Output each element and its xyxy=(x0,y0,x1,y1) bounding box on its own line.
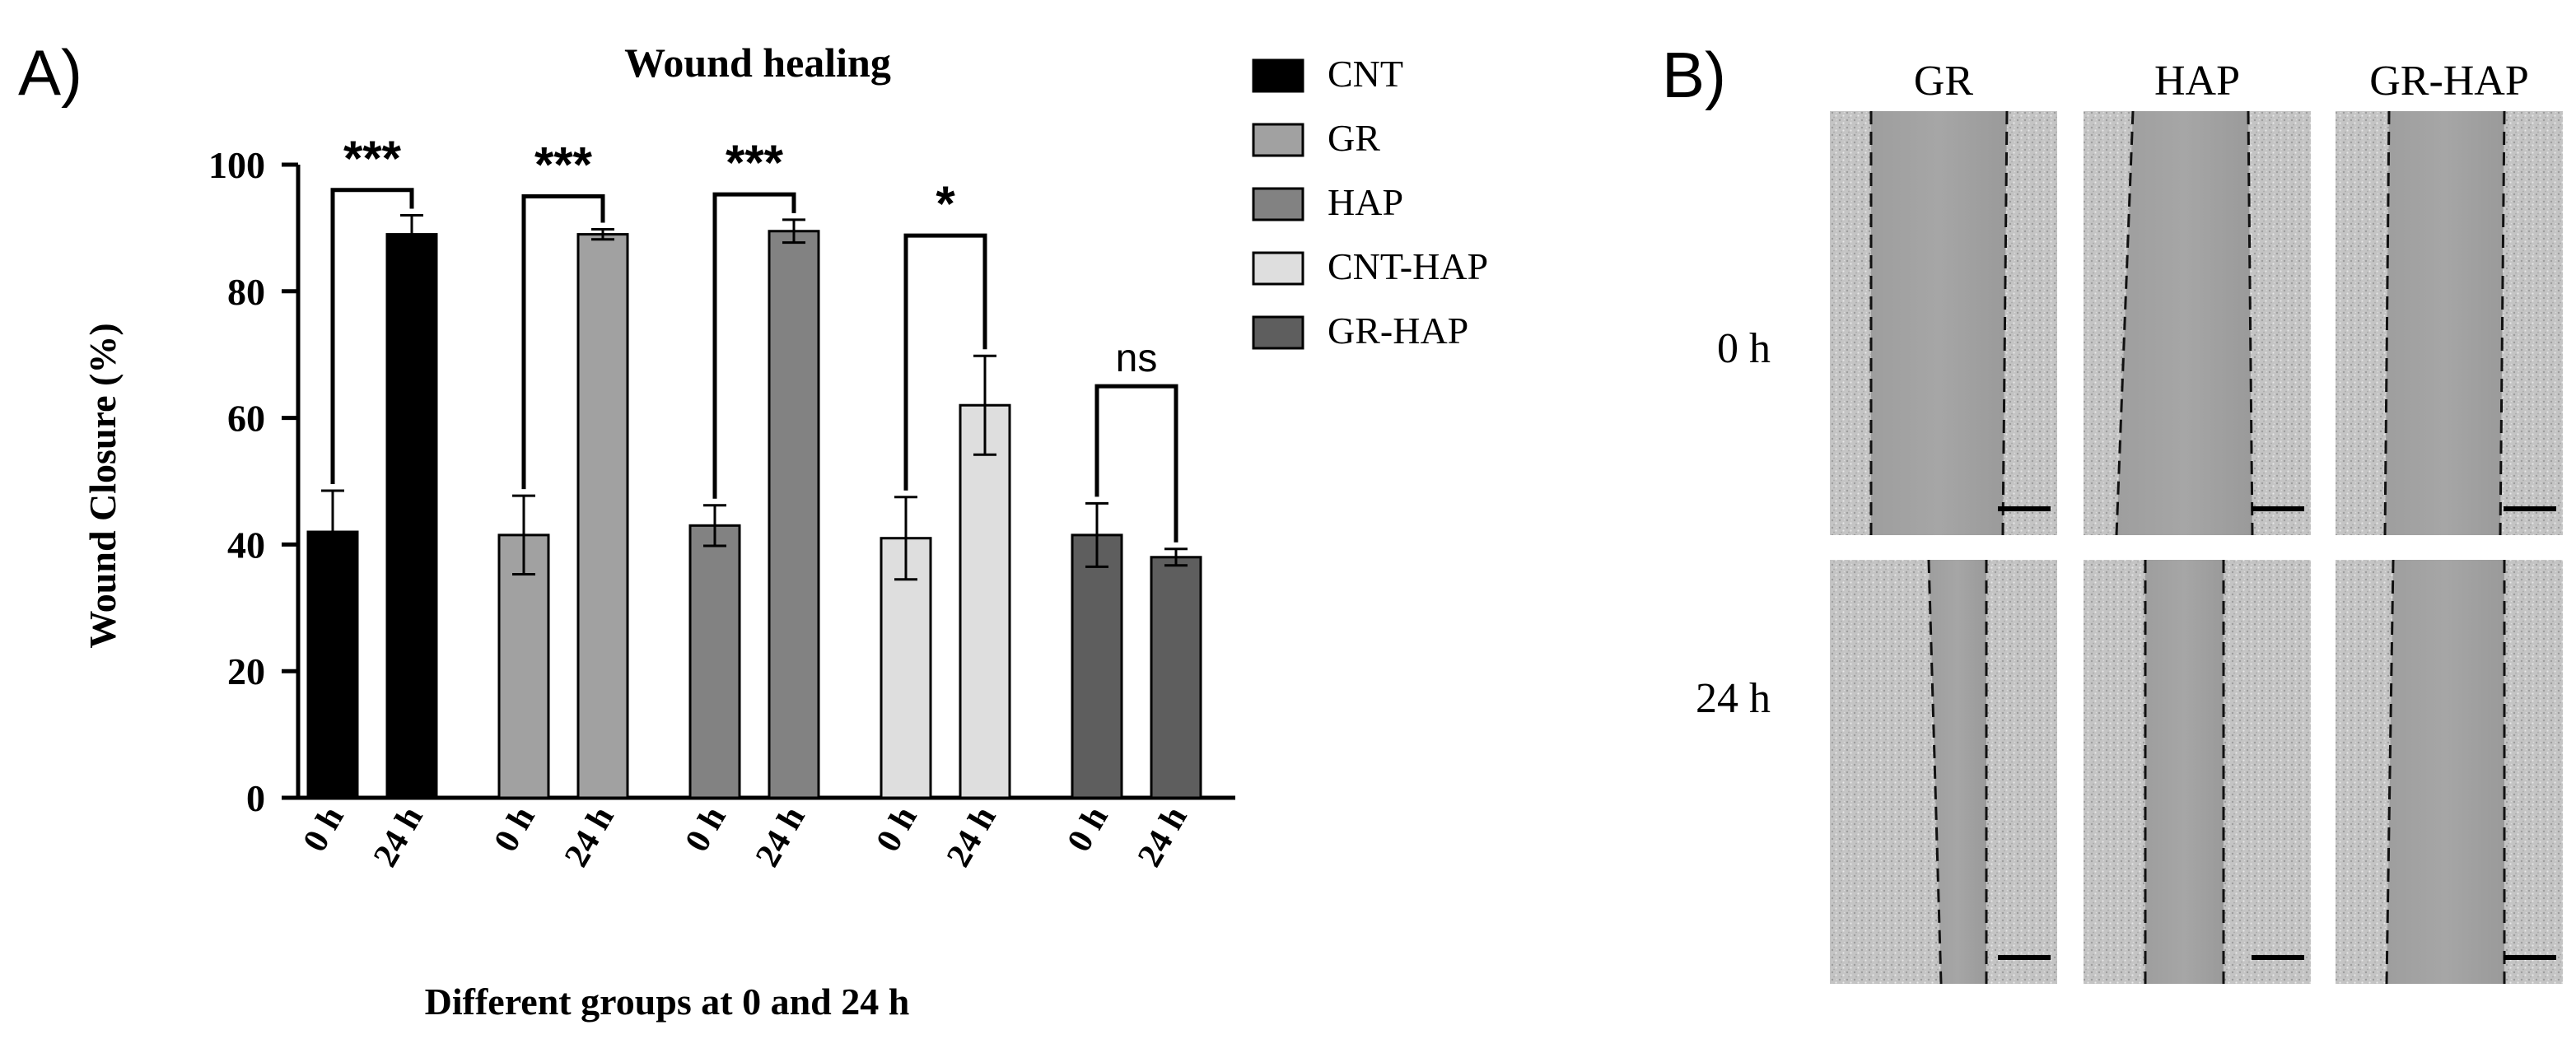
chart-title: Wound healing xyxy=(624,40,891,86)
y-tick-label: 100 xyxy=(208,144,265,186)
significance-bracket xyxy=(903,233,987,491)
scratch-gap xyxy=(1929,560,1986,984)
panel-a: A) Wound healing Wound Closure (%) Diffe… xyxy=(18,36,1488,1023)
legend-label-hap: HAP xyxy=(1328,181,1403,223)
legend-swatch-gr xyxy=(1252,123,1304,157)
significance-bracket xyxy=(1094,384,1178,543)
bar-cnt-hap-24h xyxy=(959,403,1011,799)
column-header-gr-hap: GR-HAP xyxy=(2369,58,2529,105)
bar-gr-hap-24h xyxy=(1150,556,1202,799)
scratch-gap xyxy=(2385,111,2504,535)
significance-label: * xyxy=(936,176,955,231)
bar-cnt-24h xyxy=(385,233,438,799)
x-tick-label: 0 h xyxy=(296,800,351,859)
legend-swatch-cnt-hap xyxy=(1252,251,1304,286)
y-ticks: 0 20 40 60 80 100 xyxy=(208,144,298,819)
y-tick-label: 20 xyxy=(227,650,265,692)
legend-label-gr: GR xyxy=(1328,117,1380,159)
x-tick-label: 24 h xyxy=(1131,800,1195,874)
legend-label-cnt-hap: CNT-HAP xyxy=(1328,245,1488,287)
legend-swatch-cnt xyxy=(1252,58,1304,93)
column-header-gr: GR xyxy=(1914,58,1974,105)
significance-bracket xyxy=(712,192,796,499)
wound-edge-line xyxy=(2247,110,2254,536)
bar-hap-24h xyxy=(768,230,820,799)
bar-cnt-0h xyxy=(306,530,359,799)
scratch-gap xyxy=(1871,111,2007,535)
y-tick-label: 40 xyxy=(227,524,265,566)
significance-label: *** xyxy=(534,137,593,192)
x-tick-label: 0 h xyxy=(487,800,542,859)
micrograph-grid: GR HAP GR-HAP 0 h 24 h xyxy=(1696,58,2563,985)
bar-gr-hap-0h xyxy=(1071,533,1123,799)
x-tick-label: 24 h xyxy=(940,800,1004,874)
panel-b: B) GR HAP GR-HAP 0 h 24 h xyxy=(1662,39,2563,985)
significance-label: *** xyxy=(343,131,402,186)
column-header-hap: HAP xyxy=(2154,58,2240,105)
wound-edge-line xyxy=(2385,559,2395,985)
row-header-0h: 0 h xyxy=(1717,325,1771,372)
scratch-gap xyxy=(2116,111,2252,535)
wound-edge-line xyxy=(2115,110,2135,536)
legend-swatch-gr-hap xyxy=(1252,315,1304,350)
x-axis-label: Different groups at 0 and 24 h xyxy=(425,981,910,1023)
x-tick-label: 0 h xyxy=(678,800,733,859)
scratch-gap xyxy=(2387,560,2504,984)
panel-a-label: A) xyxy=(18,36,82,109)
significance-label: ns xyxy=(1116,337,1158,380)
panel-b-label: B) xyxy=(1662,39,1726,111)
wound-edge-line xyxy=(1927,559,1943,985)
bar-hap-0h xyxy=(688,524,741,799)
wound-edge-line xyxy=(2001,110,2009,536)
y-tick-label: 60 xyxy=(227,398,265,440)
x-tick-label: 0 h xyxy=(869,800,924,859)
row-header-24h: 24 h xyxy=(1696,675,1771,722)
x-tick-label: 24 h xyxy=(558,800,622,874)
significance-label: *** xyxy=(726,135,784,190)
y-tick-label: 80 xyxy=(227,271,265,313)
x-tick-label: 24 h xyxy=(749,800,813,874)
significance-bracket xyxy=(330,188,414,485)
bars: 0 h 24 h *** 0 h 24 h *** 0 h 24 h *** 0 h 24 h * 0 … xyxy=(296,131,1202,874)
y-tick-label: 0 xyxy=(246,777,265,819)
y-axis-label: Wound Closure (%) xyxy=(82,323,124,648)
legend-label-gr-hap: GR-HAP xyxy=(1328,310,1468,352)
legend-label-cnt: CNT xyxy=(1328,53,1403,95)
bar-cnt-hap-0h xyxy=(880,537,932,799)
significance-bracket xyxy=(521,193,605,490)
bar-gr-24h xyxy=(576,233,629,799)
scratch-gap xyxy=(2145,560,2224,984)
wound-edge-line xyxy=(2499,110,2506,536)
x-tick-label: 24 h xyxy=(366,800,431,874)
x-tick-label: 0 h xyxy=(1060,800,1115,859)
legend: CNT GR HAP CNT-HAP GR-HAP xyxy=(1252,53,1488,352)
wound-edge-line xyxy=(2383,110,2391,536)
legend-swatch-hap xyxy=(1252,187,1304,221)
